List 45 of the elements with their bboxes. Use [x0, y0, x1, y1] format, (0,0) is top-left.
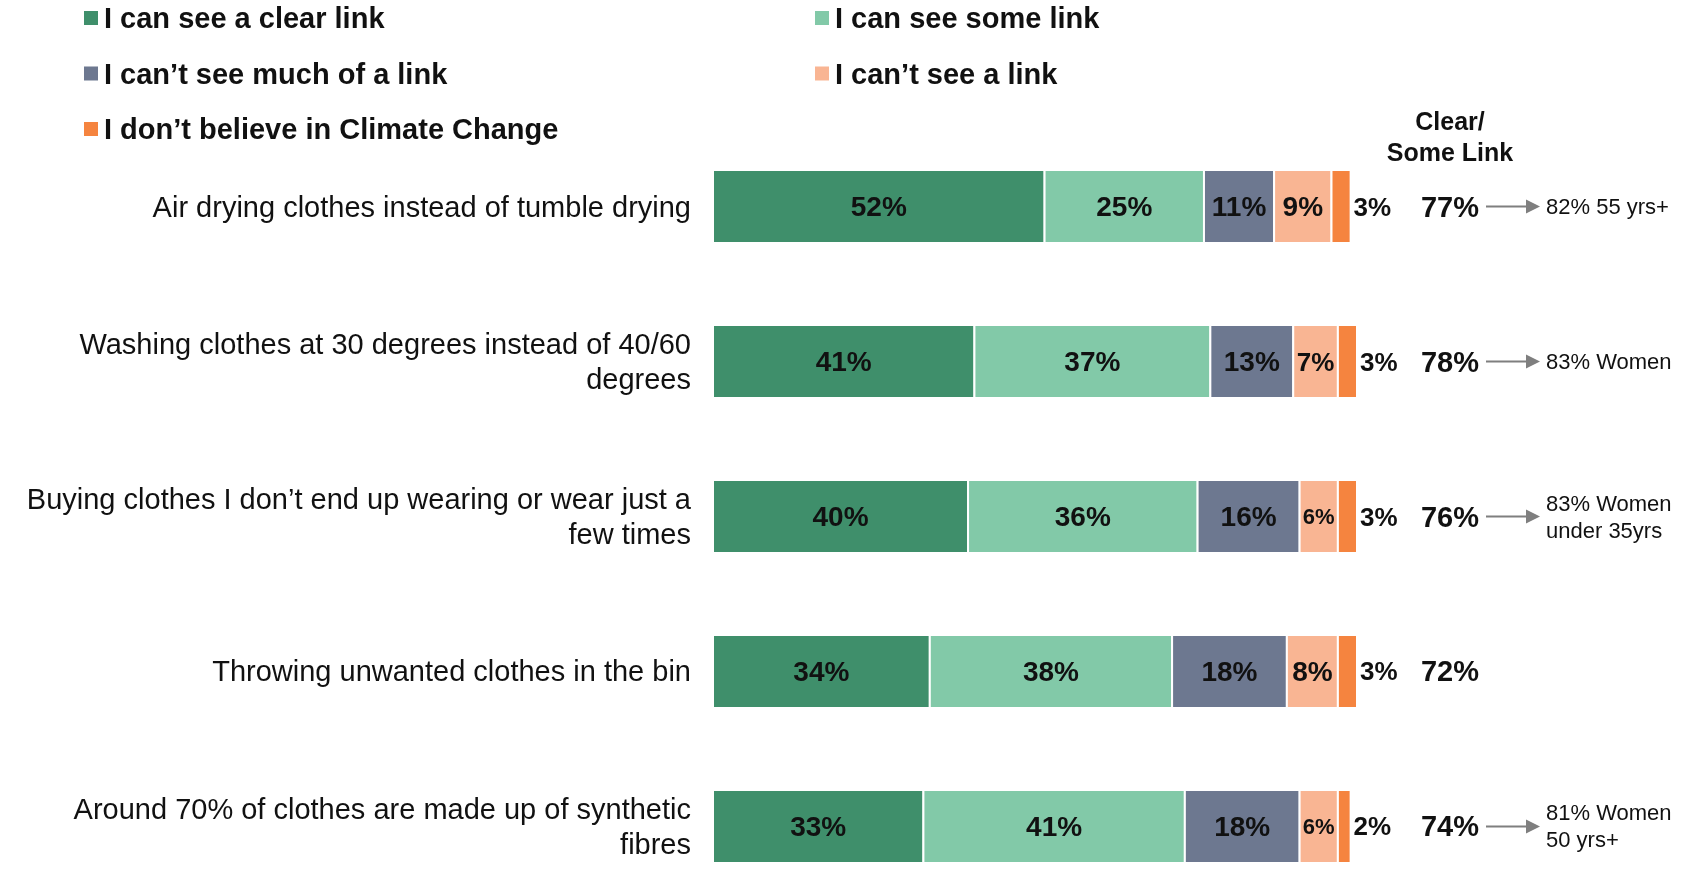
data-label: 37%: [1064, 346, 1121, 377]
data-label: 52%: [850, 191, 907, 222]
data-label: 11%: [1211, 191, 1267, 222]
data-label: 3%: [1360, 346, 1398, 377]
data-label: 41%: [1026, 811, 1083, 842]
text: 76%: [1420, 500, 1480, 533]
data-label: 2%: [1353, 811, 1392, 842]
data-label: 41%: [815, 346, 872, 377]
data-label: 3%: [1353, 191, 1392, 222]
data-label: 40%: [812, 501, 869, 532]
text: 74%: [1420, 810, 1480, 843]
data-label: 16%: [1220, 501, 1277, 532]
data-label: 33%: [790, 811, 847, 842]
text: Clear/ Some Link: [1386, 107, 1514, 166]
data-label: 36%: [1054, 501, 1111, 532]
data-label: 9%: [1282, 191, 1324, 222]
legend-label: I can’t see a link: [835, 57, 1059, 90]
data-label: 6%: [1302, 814, 1335, 839]
data-label: 18%: [1214, 811, 1271, 842]
text: 83% Women: [1546, 349, 1672, 374]
text: 82% 55 yrs+: [1546, 194, 1669, 219]
y-tick-label: Throwing unwanted clothes in the bin: [212, 655, 691, 688]
text: 72%: [1420, 655, 1480, 688]
text: 83% Women under 35yrs: [1546, 490, 1672, 543]
y-tick-label: Washing clothes at 30 degrees instead of 40/60 degrees: [79, 328, 691, 395]
data-label: 34%: [793, 656, 850, 687]
legend-label: I can’t see much of a link: [104, 57, 449, 90]
data-label: 3%: [1360, 656, 1398, 687]
data-label: 18%: [1201, 656, 1258, 687]
text: 78%: [1420, 345, 1480, 378]
data-label: 6%: [1302, 504, 1335, 529]
data-label: 38%: [1022, 656, 1080, 687]
data-label: 7%: [1296, 346, 1335, 377]
legend-label: I can see a clear link: [104, 2, 386, 34]
data-label: 13%: [1223, 346, 1280, 377]
y-tick-label: Buying clothes I don’t end up wearing or wear just a few times: [26, 483, 692, 550]
data-label: 8%: [1292, 656, 1333, 687]
data-label: 25%: [1096, 191, 1153, 222]
legend-label: I can see some link: [835, 2, 1101, 34]
data-label: 3%: [1360, 501, 1398, 532]
legend-label: I don’t believe in Climate Change: [104, 113, 559, 145]
text: 77%: [1420, 190, 1480, 223]
text: 81% Women 50 yrs+: [1546, 800, 1672, 853]
y-tick-label: Around 70% of clothes are made up of synthetic fibres: [73, 793, 691, 860]
y-tick-label: Air drying clothes instead of tumble drying: [152, 190, 691, 223]
